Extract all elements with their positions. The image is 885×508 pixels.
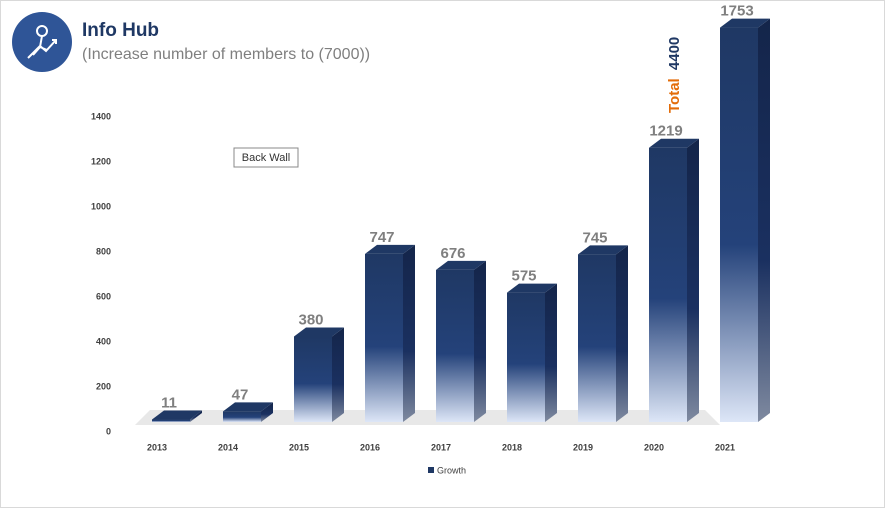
data-label: 1219	[649, 123, 682, 140]
data-label: 1753	[720, 3, 753, 20]
bar-side	[616, 245, 628, 422]
bar-top	[365, 244, 415, 254]
x-tick-label: 2016	[360, 442, 380, 452]
data-label: 747	[369, 229, 394, 246]
x-tick-label: 2015	[289, 442, 309, 452]
chart-title: Info Hub	[82, 20, 159, 41]
y-tick-label: 1000	[91, 201, 111, 211]
data-label: 380	[298, 311, 323, 328]
bar	[507, 292, 545, 422]
x-tick-label: 2021	[715, 442, 735, 452]
bar	[436, 269, 474, 422]
logo-icon	[27, 25, 57, 59]
bar	[152, 419, 190, 422]
bar	[649, 147, 687, 422]
annotation: 4400	[666, 37, 683, 70]
bar	[223, 411, 261, 422]
y-tick-label: 400	[96, 336, 111, 346]
bar	[578, 254, 616, 422]
x-tick-label: 2020	[644, 442, 664, 452]
y-tick-label: 0	[106, 426, 111, 436]
bar-top	[649, 138, 699, 148]
x-tick-label: 2017	[431, 442, 451, 452]
annotation: Back Wall	[242, 152, 291, 164]
bar-side	[261, 402, 273, 422]
y-tick-label: 1200	[91, 156, 111, 166]
bar-side	[687, 138, 699, 422]
bar-side	[545, 283, 557, 422]
annotation: Total	[666, 78, 683, 113]
bar-side	[190, 410, 202, 422]
bar-top	[294, 327, 344, 337]
back-wall-box	[233, 147, 299, 168]
data-label: 11	[161, 394, 177, 411]
y-tick-label: 600	[96, 291, 111, 301]
legend-swatch	[428, 467, 434, 473]
bar-side	[474, 260, 486, 422]
bar-top	[152, 410, 202, 420]
x-tick-label: 2013	[147, 442, 167, 452]
bar	[365, 253, 403, 422]
data-label: 745	[582, 229, 607, 246]
bar-top	[720, 18, 770, 28]
x-tick-label: 2018	[502, 442, 522, 452]
floor	[135, 410, 720, 425]
bar-top	[507, 283, 557, 293]
bar-top	[436, 260, 486, 270]
bar-top	[223, 402, 273, 412]
total-annotation: Total 4400	[666, 37, 683, 113]
bar-side	[403, 244, 415, 422]
bar-side	[758, 18, 770, 422]
bar	[720, 27, 758, 422]
logo	[12, 12, 72, 72]
bar-top	[578, 245, 628, 255]
bar	[294, 336, 332, 422]
data-label: 47	[232, 386, 249, 403]
x-tick-label: 2014	[218, 442, 238, 452]
y-tick-label: 1400	[91, 111, 111, 121]
y-tick-label: 200	[96, 381, 111, 391]
y-tick-label: 800	[96, 246, 111, 256]
chart-subtitle: (Increase number of members to (7000))	[82, 46, 370, 63]
data-label: 676	[440, 245, 465, 262]
x-tick-label: 2019	[573, 442, 593, 452]
bar-side	[332, 327, 344, 422]
data-label: 575	[511, 268, 536, 285]
legend-label: Growth	[437, 465, 466, 475]
